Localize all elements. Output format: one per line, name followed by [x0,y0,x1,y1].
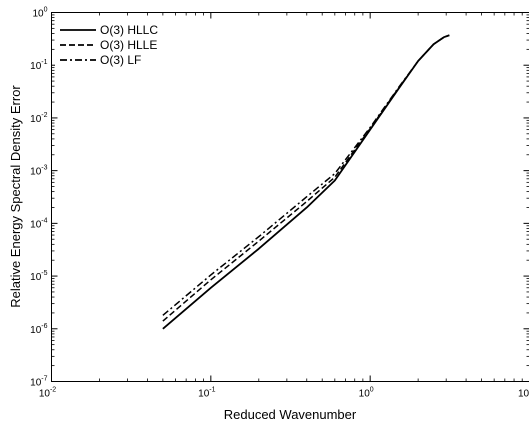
y-tick-base: 10 [30,167,42,178]
y-tick-base: 10 [30,325,42,336]
y-tick-label: 10-5 [30,270,47,283]
x-tick-label: 10-1 [198,387,215,400]
y-tick-exponent: -3 [41,165,47,172]
y-tick-exponent: -2 [41,112,47,119]
x-axis-label: Reduced Wavenumber [224,407,357,422]
x-tick-exponent: 0 [370,387,374,394]
x-tick-base: 10 [518,389,529,400]
x-tick-label: 100 [359,387,374,400]
x-tick-exponent: -2 [50,387,56,394]
y-tick-exponent: 0 [44,7,48,14]
y-tick-base: 10 [30,61,42,72]
tick-labels: 10-210-110010110-710-610-510-410-310-210… [30,7,529,400]
y-axis-label: Relative Energy Spectral Density Error [8,85,23,308]
series-layer [162,34,450,330]
x-tick-exponent: -1 [209,387,215,394]
y-tick-exponent: -6 [41,323,47,330]
y-tick-label: 10-2 [30,112,47,125]
y-tick-exponent: -4 [41,217,47,224]
y-tick-base: 10 [30,272,42,283]
x-tick-base: 10 [359,389,371,400]
x-tick-base: 10 [198,389,210,400]
y-tick-base: 10 [30,378,42,389]
y-tick-exponent: -5 [41,270,47,277]
y-tick-base: 10 [30,219,42,230]
y-tick-label: 10-3 [30,165,47,178]
x-tick-base: 10 [39,389,51,400]
y-tick-label: 10-1 [30,59,47,72]
legend-label: O(3) HLLC [100,23,158,37]
y-tick-label: 10-7 [30,376,47,389]
y-tick-base: 10 [32,9,44,20]
y-tick-label: 10-4 [30,217,47,230]
y-tick-exponent: -1 [41,59,47,66]
y-tick-label: 10-6 [30,323,47,336]
plot-frame [51,12,529,382]
y-tick-exponent: -7 [41,376,47,383]
x-tick-label: 10-2 [39,387,56,400]
y-tick-label: 100 [32,7,47,20]
series-line-3 [162,34,450,316]
legend-label: O(3) LF [100,53,141,67]
x-tick-label: 101 [518,387,529,400]
legend-label: O(3) HLLE [100,38,157,52]
y-tick-base: 10 [30,114,42,125]
